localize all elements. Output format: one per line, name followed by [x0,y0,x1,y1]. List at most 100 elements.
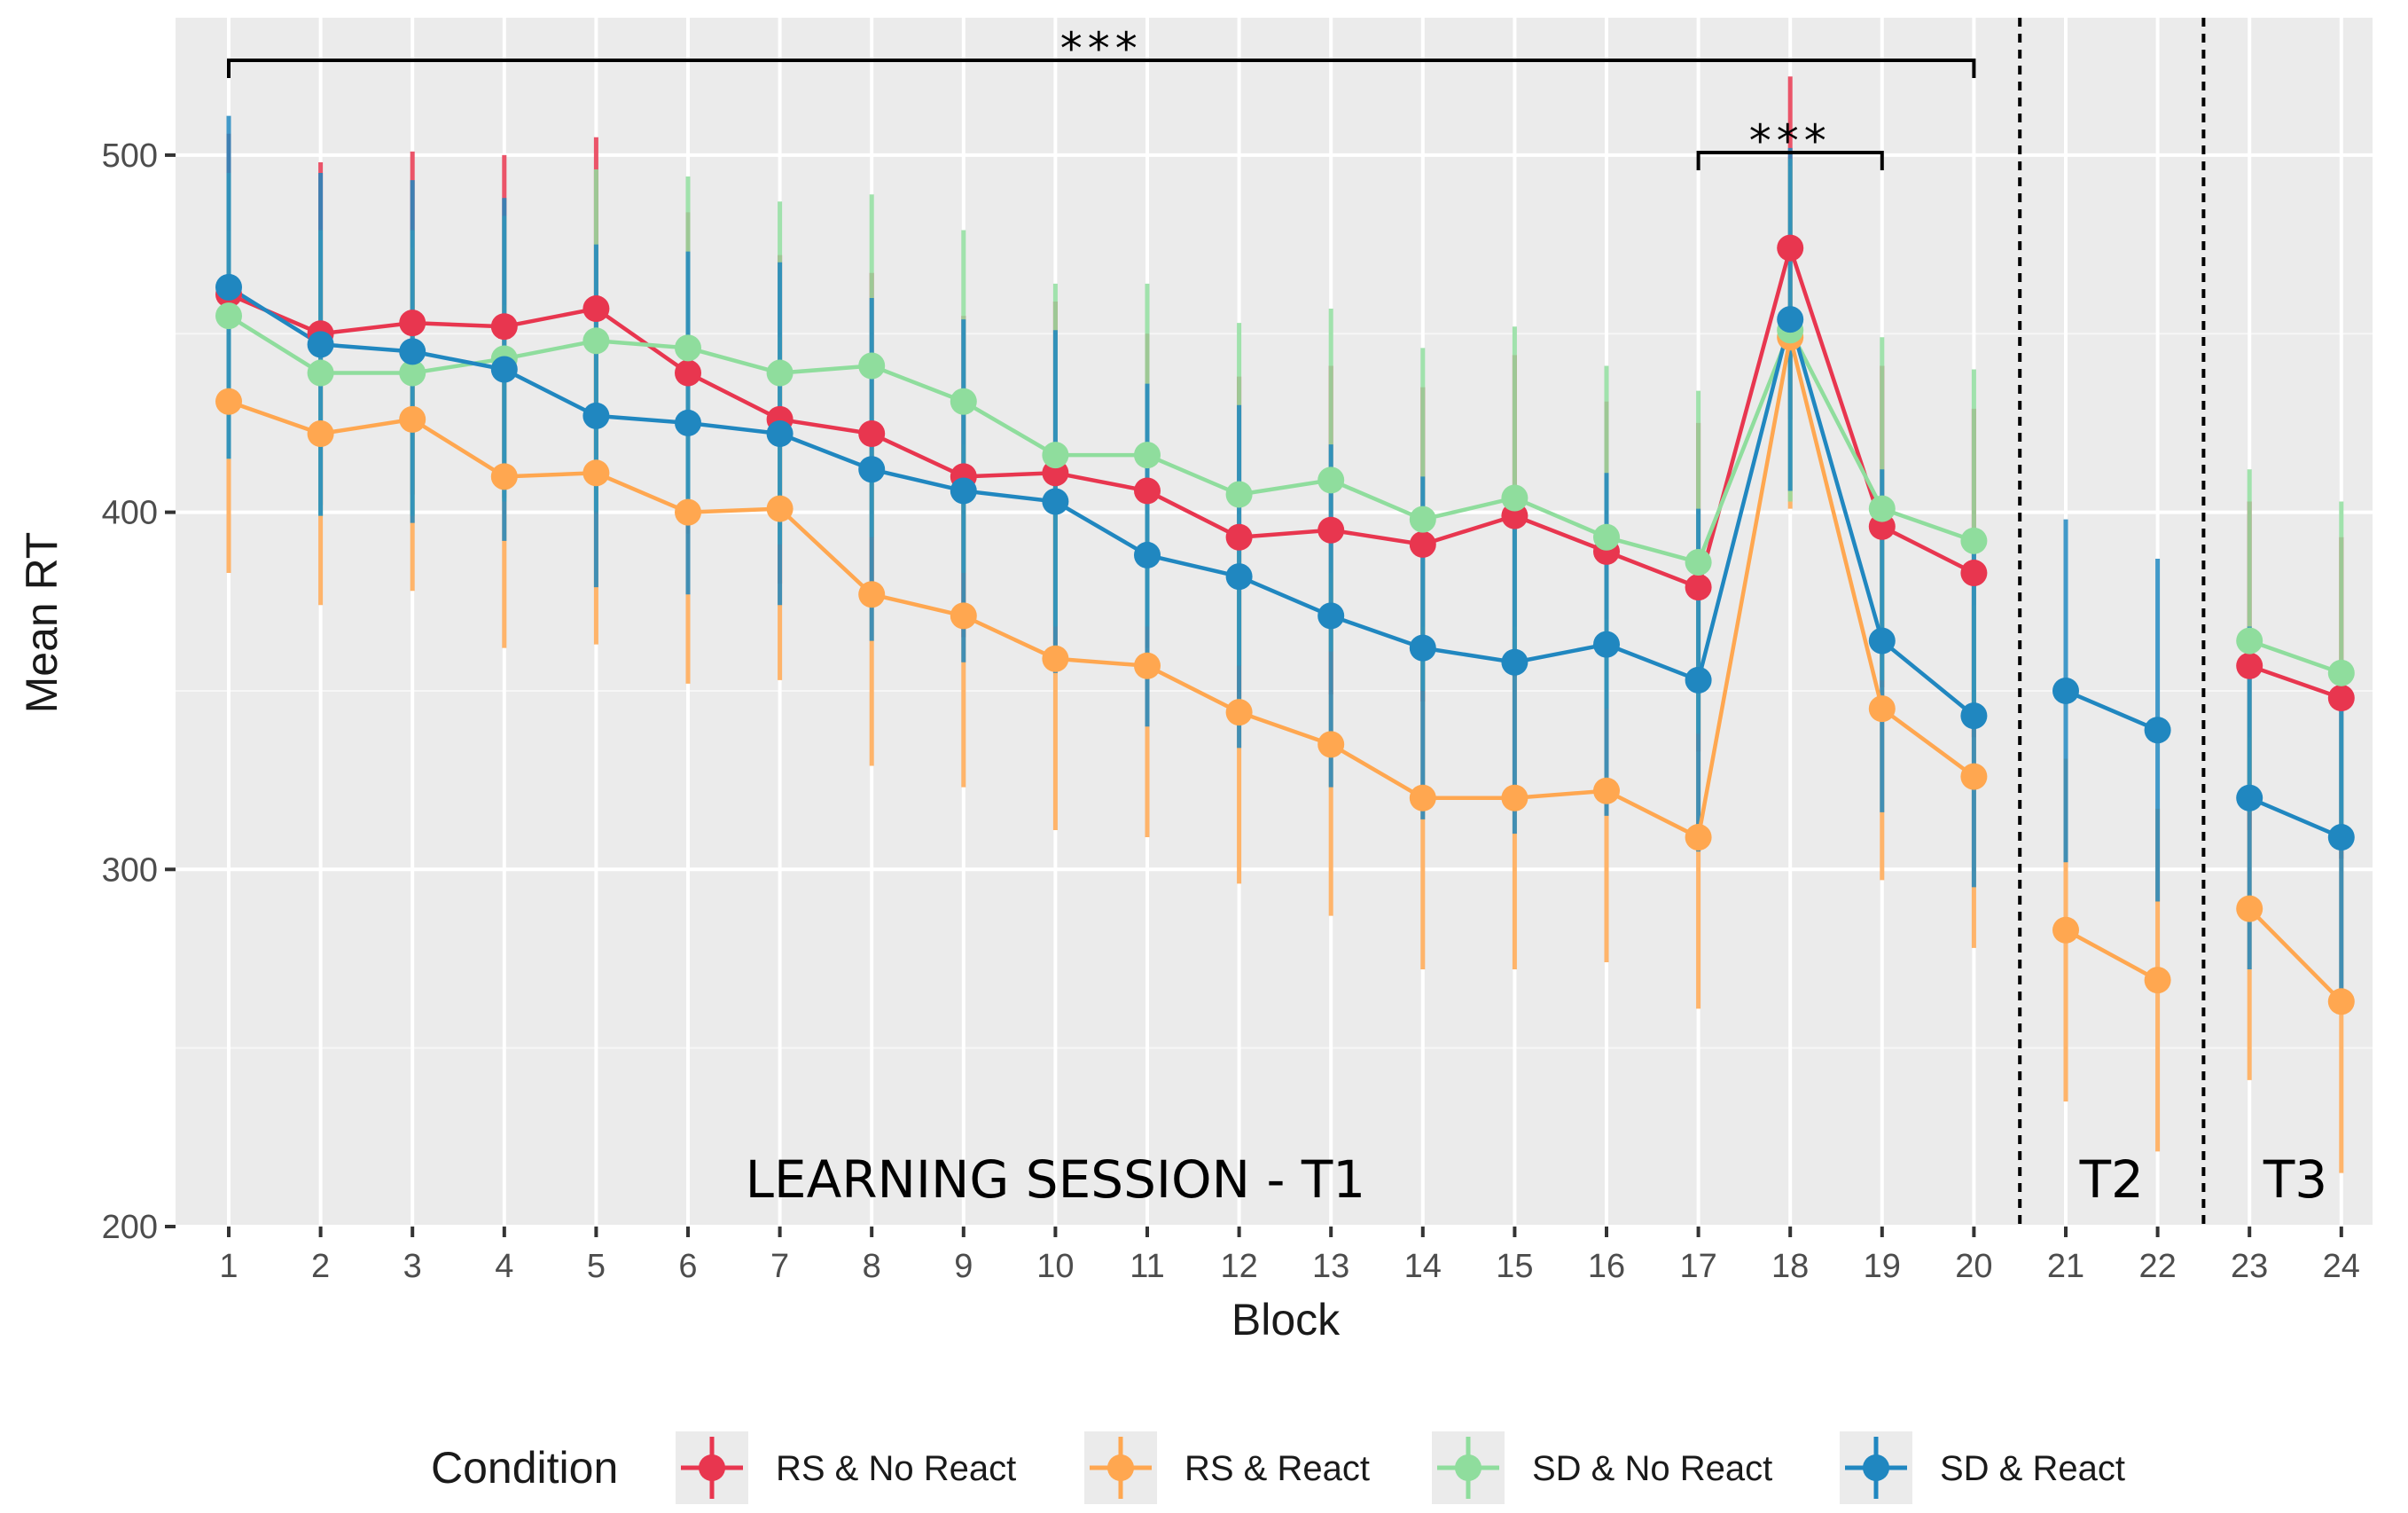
session-label: T2 [2079,1149,2144,1210]
significance-label: *** [1749,115,1832,167]
series-line [227,285,1975,717]
data-point [582,402,610,429]
data-point [1685,574,1712,601]
data-point [1685,666,1712,694]
data-point [1042,488,1069,515]
y-tick-label: 200 [102,1209,158,1246]
data-point [1225,563,1253,591]
data-point [1409,634,1436,662]
significance-label: *** [1060,23,1143,74]
grid-minor [176,333,2373,1049]
data-point [399,405,426,433]
session-dividers [2018,18,2206,1227]
data-point [1042,442,1069,469]
data-point [215,388,242,415]
data-point [582,295,610,323]
legend-label: SD & React [1940,1449,2125,1488]
legend-key-point [699,1454,725,1481]
x-tick-label: 17 [1679,1248,1716,1285]
x-tick-label: 12 [1220,1248,1257,1285]
data-point [950,388,977,415]
data-point [766,420,794,448]
legend-key-point [1455,1454,1482,1481]
x-tick-label: 5 [587,1248,606,1285]
series-points [215,234,2355,1015]
data-point [675,498,701,526]
x-tick-label: 15 [1496,1248,1533,1285]
y-axis-title: Mean RT [17,532,66,714]
data-point [1501,784,1528,811]
data-point [675,359,701,387]
series-line [227,314,1975,565]
x-tick-label: 19 [1864,1248,1901,1285]
data-point [1868,695,1896,723]
session-labels: LEARNING SESSION - T1 T2 T3 [746,1149,2328,1210]
legend-label: RS & React [1184,1449,1370,1488]
data-point [2236,895,2263,922]
x-tick-label: 3 [403,1248,422,1285]
x-axis: 1 2 3 4 5 6 7 8 9 10 11 12 13 14 15 16 17 18 19 20 21 22 23 24 [219,1227,2360,1285]
data-point [1960,763,1988,790]
data-point [858,352,886,380]
data-point [1317,602,1345,630]
data-point [2144,967,2171,994]
data-point [1868,627,1896,655]
data-point [1134,541,1161,568]
significance-bracket [1696,151,1884,170]
x-tick-label: 4 [495,1248,513,1285]
data-point [1134,477,1161,505]
series-line [2064,928,2159,983]
series-lines [227,246,2343,1003]
data-point [1685,824,1712,851]
x-tick-label: 8 [863,1248,881,1285]
data-point [1593,523,1620,551]
data-point [858,456,886,483]
data-point [490,356,518,383]
data-point [490,463,518,490]
session-label: LEARNING SESSION - T1 [746,1149,1366,1210]
y-tick-label: 500 [102,137,158,175]
data-point [1501,648,1528,676]
data-point [1501,484,1528,512]
x-tick-label: 16 [1588,1248,1625,1285]
legend-title: Condition [431,1443,618,1493]
data-point [1593,631,1620,658]
data-point [858,581,886,608]
data-point [1409,506,1436,533]
data-point [307,359,334,387]
data-point [1134,652,1161,679]
series-line [228,335,1975,840]
series-line [2248,796,2342,840]
x-tick-label: 1 [219,1248,238,1285]
data-point [2327,988,2355,1015]
data-point [1409,530,1436,558]
y-axis: 200 300 400 500 [102,137,176,1246]
data-point [307,331,334,358]
data-point [675,334,701,362]
x-tick-label: 24 [2323,1248,2360,1285]
data-point [399,338,426,365]
data-point [1960,527,1988,554]
data-point [858,420,886,448]
data-point [2327,824,2355,851]
data-point [582,459,610,487]
data-point [2236,784,2263,811]
x-tick-label: 22 [2138,1248,2176,1285]
plot-panel [176,18,2373,1227]
y-tick-label: 400 [102,495,158,532]
data-point [2236,627,2263,655]
data-point [215,302,242,330]
x-tick-label: 7 [770,1248,789,1285]
x-tick-label: 13 [1312,1248,1349,1285]
data-point [2236,652,2263,679]
significance-brackets: *** *** [227,23,1976,170]
data-point [950,477,977,505]
legend-key-point [1107,1454,1134,1481]
data-point [1317,516,1345,544]
x-tick-label: 2 [311,1248,330,1285]
x-tick-label: 21 [2047,1248,2084,1285]
legend-label: RS & No React [776,1449,1016,1488]
data-point [766,359,794,387]
series-line [2248,663,2342,701]
